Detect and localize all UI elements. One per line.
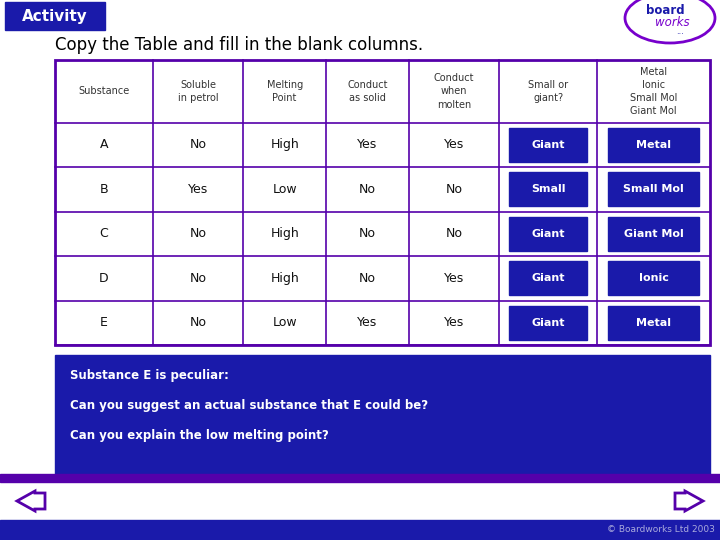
Text: A: A: [99, 138, 108, 151]
Bar: [608, 261, 698, 295]
Text: Ionic: Ionic: [639, 273, 668, 284]
Text: Yes: Yes: [357, 316, 377, 329]
Text: Small: Small: [531, 184, 565, 194]
Text: No: No: [189, 227, 207, 240]
Text: No: No: [359, 272, 376, 285]
Bar: [509, 306, 588, 340]
Text: Metal: Metal: [636, 140, 671, 150]
Text: Giant: Giant: [531, 318, 565, 328]
Bar: [0, 520, 720, 540]
Bar: [608, 306, 698, 340]
Text: No: No: [359, 227, 376, 240]
Text: Giant Mol: Giant Mol: [624, 229, 683, 239]
Bar: [55, 355, 710, 475]
Text: Soluble
in petrol: Soluble in petrol: [178, 80, 218, 103]
Text: Substance: Substance: [78, 86, 130, 96]
Text: Giant: Giant: [531, 140, 565, 150]
Bar: [0, 474, 720, 482]
Bar: [608, 128, 698, 162]
Text: Low: Low: [272, 183, 297, 196]
Text: No: No: [359, 183, 376, 196]
Text: © Boardworks Ltd 2003: © Boardworks Ltd 2003: [607, 525, 715, 535]
Text: No: No: [446, 227, 462, 240]
Text: Substance E is peculiar:: Substance E is peculiar:: [70, 368, 229, 381]
Bar: [509, 261, 588, 295]
Text: Melting
Point: Melting Point: [266, 80, 302, 103]
Text: Metal
Ionic
Small Mol
Giant Mol: Metal Ionic Small Mol Giant Mol: [630, 66, 678, 116]
Text: Yes: Yes: [444, 138, 464, 151]
Text: E: E: [100, 316, 108, 329]
Bar: [509, 128, 588, 162]
Text: B: B: [99, 183, 108, 196]
Text: Conduct
when
molten: Conduct when molten: [433, 73, 474, 110]
FancyBboxPatch shape: [5, 2, 105, 30]
Text: High: High: [270, 227, 299, 240]
Text: Copy the Table and fill in the blank columns.: Copy the Table and fill in the blank col…: [55, 36, 423, 54]
Text: Can you explain the low melting point?: Can you explain the low melting point?: [70, 429, 329, 442]
FancyArrow shape: [17, 491, 45, 511]
Text: Conduct
as solid: Conduct as solid: [347, 80, 387, 103]
Text: Small or
giant?: Small or giant?: [528, 80, 568, 103]
Text: Giant: Giant: [531, 229, 565, 239]
Text: Giant: Giant: [531, 273, 565, 284]
Text: board: board: [646, 3, 684, 17]
Text: Metal: Metal: [636, 318, 671, 328]
FancyArrow shape: [675, 491, 703, 511]
Text: C: C: [99, 227, 108, 240]
Text: Small Mol: Small Mol: [623, 184, 684, 194]
Text: Yes: Yes: [357, 138, 377, 151]
Text: No: No: [446, 183, 462, 196]
Bar: [608, 172, 698, 206]
Bar: [608, 217, 698, 251]
Text: High: High: [270, 272, 299, 285]
Bar: [509, 217, 588, 251]
Bar: [509, 172, 588, 206]
Bar: [55, 60, 710, 345]
Text: ...: ...: [676, 26, 684, 36]
Bar: [0, 482, 720, 520]
Text: High: High: [270, 138, 299, 151]
Text: No: No: [189, 138, 207, 151]
Text: Yes: Yes: [444, 272, 464, 285]
Text: No: No: [189, 272, 207, 285]
Text: Yes: Yes: [188, 183, 208, 196]
Text: Activity: Activity: [22, 9, 88, 24]
Text: Can you suggest an actual substance that E could be?: Can you suggest an actual substance that…: [70, 399, 428, 411]
Text: Yes: Yes: [444, 316, 464, 329]
Text: D: D: [99, 272, 109, 285]
Ellipse shape: [625, 0, 715, 43]
Text: Low: Low: [272, 316, 297, 329]
Text: works: works: [654, 16, 689, 29]
Text: No: No: [189, 316, 207, 329]
